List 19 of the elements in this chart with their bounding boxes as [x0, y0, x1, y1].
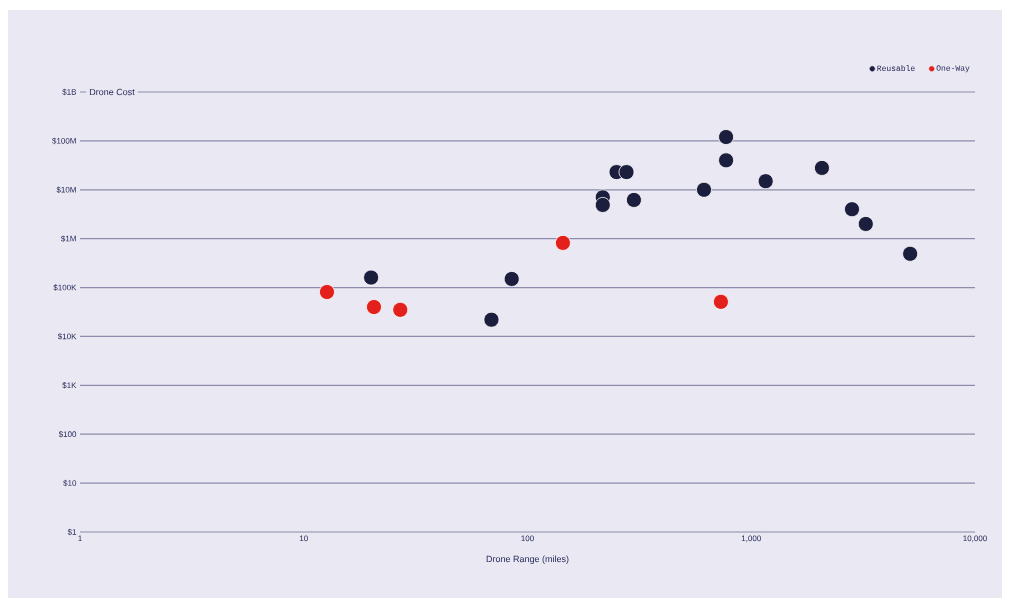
y-tick-label: $1M — [60, 235, 76, 242]
legend-label: One-Way — [936, 65, 970, 73]
y-tick-label: $1 — [67, 528, 77, 536]
x-axis-title: Drone Range (miles) — [486, 555, 569, 564]
y-tick-label: $10K — [57, 333, 77, 340]
y-tick-label: $1K — [62, 382, 77, 389]
x-tick-label: 1,000 — [741, 535, 761, 543]
y-tick-label: $1B — [62, 88, 77, 96]
x-tick-label: 1 — [78, 535, 82, 542]
y-axis-title: Drone Cost — [89, 88, 135, 96]
legend-label: Reusable — [877, 65, 915, 71]
y-tick-label: $100M — [52, 137, 76, 145]
y-tick-label: $100 — [58, 430, 77, 438]
x-tick-label: 10 — [299, 535, 308, 542]
y-tick-label: $100K — [53, 284, 77, 291]
y-tick-label: $10M — [56, 186, 76, 194]
x-tick-label: 10,000 — [963, 535, 987, 543]
y-tick-label: $10 — [63, 479, 77, 487]
x-tick-label: 100 — [521, 535, 534, 542]
